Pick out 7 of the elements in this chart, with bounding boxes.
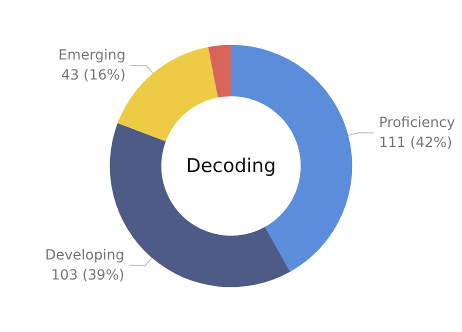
data-label: 103 (39%) [51,267,124,284]
data-label: 111 (42%) [378,134,452,151]
slice-label: Emerging [58,48,126,64]
text: Decoding [186,155,276,177]
slice-label: Developing [45,247,124,264]
slice-label: Proficiency [378,114,456,131]
data-label: 43 (16%) [61,68,126,84]
